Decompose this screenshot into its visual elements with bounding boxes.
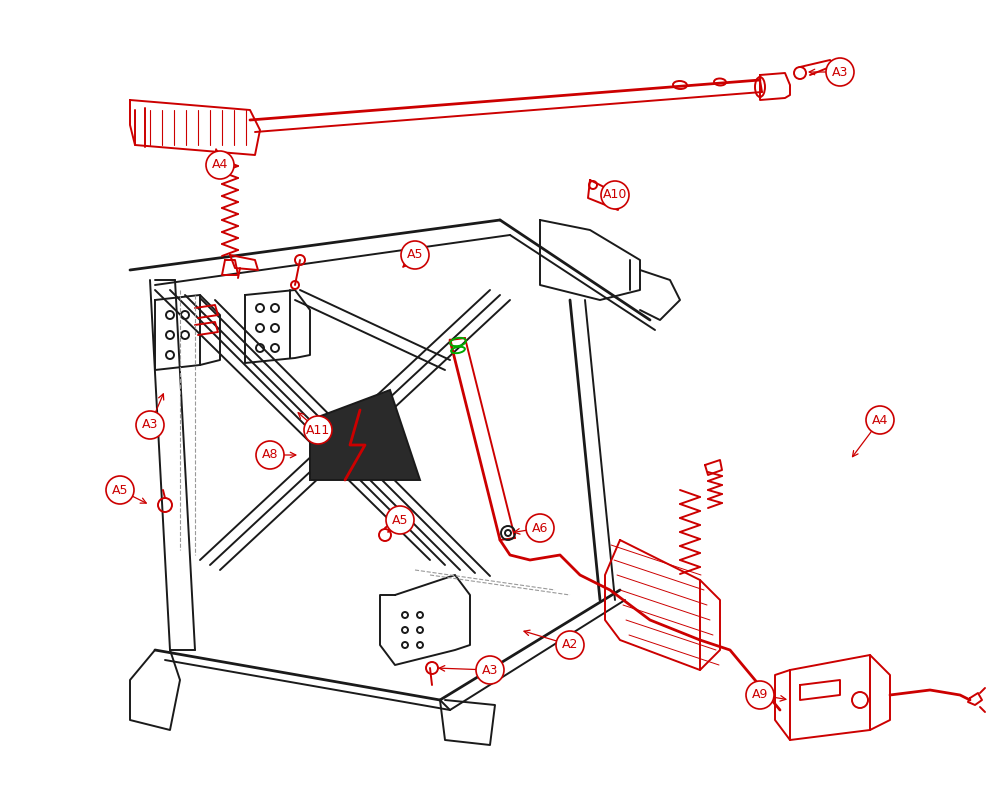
Circle shape bbox=[206, 151, 234, 179]
Text: A6: A6 bbox=[532, 522, 548, 535]
Circle shape bbox=[601, 181, 629, 209]
Circle shape bbox=[304, 416, 332, 444]
Text: A2: A2 bbox=[562, 638, 578, 651]
Text: A5: A5 bbox=[112, 483, 128, 496]
Circle shape bbox=[526, 514, 554, 542]
Circle shape bbox=[386, 506, 414, 534]
Circle shape bbox=[476, 656, 504, 684]
Circle shape bbox=[136, 411, 164, 439]
Text: A3: A3 bbox=[142, 419, 158, 431]
Circle shape bbox=[556, 631, 584, 659]
Text: A5: A5 bbox=[392, 514, 408, 527]
Text: A11: A11 bbox=[306, 423, 330, 436]
Circle shape bbox=[256, 441, 284, 469]
Circle shape bbox=[826, 58, 854, 86]
Text: A5: A5 bbox=[407, 248, 423, 261]
Text: A8: A8 bbox=[262, 448, 278, 462]
Circle shape bbox=[866, 406, 894, 434]
Text: A9: A9 bbox=[752, 689, 768, 702]
Text: A3: A3 bbox=[482, 663, 498, 677]
Circle shape bbox=[401, 241, 429, 269]
Text: A10: A10 bbox=[603, 189, 627, 201]
Text: A4: A4 bbox=[872, 414, 888, 427]
Text: A3: A3 bbox=[832, 66, 848, 78]
Circle shape bbox=[106, 476, 134, 504]
Text: A4: A4 bbox=[212, 158, 228, 172]
Polygon shape bbox=[310, 390, 420, 480]
Circle shape bbox=[746, 681, 774, 709]
